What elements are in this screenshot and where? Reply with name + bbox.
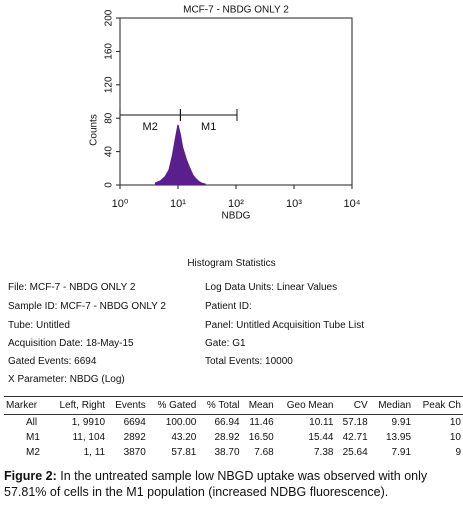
- y-tick-label: 160: [104, 43, 115, 60]
- stats-left: Tube: Untitled: [8, 320, 70, 331]
- table-cell: 28.92: [214, 432, 240, 443]
- stats-right: Log Data Units: Linear Values: [205, 282, 338, 293]
- table-cell: 42.71: [342, 432, 368, 443]
- table-cell: 57.81: [171, 447, 197, 458]
- table-cell: 57.18: [342, 417, 368, 428]
- table-cell: 9.91: [391, 417, 412, 428]
- table-cell: 15.44: [308, 432, 334, 443]
- x-axis-label: NBDG: [222, 211, 251, 222]
- table-cell: All: [26, 417, 38, 428]
- table-header-cell: CV: [335, 396, 370, 415]
- marker-bracket: [119, 109, 181, 121]
- table-cell: 7.91: [391, 447, 412, 458]
- caption-text: In the untreated sample low NBGD uptake …: [4, 469, 428, 499]
- table-cell: 1, 11: [83, 447, 106, 458]
- histogram-line: [154, 124, 206, 185]
- histogram-fill: [154, 124, 206, 185]
- table-header-cell: Peak Ch: [413, 396, 463, 415]
- table-cell: M2: [26, 447, 40, 458]
- table-cell: 9: [455, 447, 461, 458]
- y-tick-label: 80: [104, 112, 115, 124]
- x-tick-label: 10⁰: [112, 198, 129, 210]
- y-tick-label: 0: [104, 182, 115, 188]
- y-tick-label: 120: [104, 76, 115, 93]
- table-cell: 16.50: [248, 432, 274, 443]
- table-cell: 10: [449, 432, 461, 443]
- x-tick-label: 10²: [228, 198, 244, 210]
- table-cell: 38.70: [214, 447, 240, 458]
- stats-title: Histogram Statistics: [187, 258, 276, 269]
- stats-right: Gate: G1: [205, 338, 246, 349]
- table-cell: 7.68: [254, 447, 274, 458]
- table-header-cell: Marker: [4, 396, 49, 415]
- table-header-cell: Geo Mean: [275, 396, 336, 415]
- y-tick-label: 200: [104, 9, 115, 26]
- caption: Figure 2: In the untreated sample low NB…: [4, 468, 460, 500]
- table-header-cell: Mean: [241, 396, 276, 415]
- table-cell: 43.20: [171, 432, 197, 443]
- table-cell: 10: [449, 417, 461, 428]
- x-tick-label: 10¹: [170, 198, 186, 210]
- x-tick-label: 10⁴: [344, 198, 361, 210]
- table-cell: 3870: [123, 447, 146, 458]
- table-header-cell: % Total: [198, 396, 242, 415]
- x-tick-label: 10³: [286, 198, 302, 210]
- table-cell: 6694: [123, 417, 146, 428]
- plot-frame: [119, 17, 353, 186]
- table-cell: 2892: [123, 432, 146, 443]
- table-cell: 13.95: [385, 432, 412, 443]
- stats-left: File: MCF-7 - NBDG ONLY 2: [8, 282, 136, 293]
- table-header-cell: Median: [369, 396, 414, 415]
- table-cell: 10.11: [309, 417, 334, 428]
- table-cell: 25.64: [342, 447, 368, 458]
- chart: MCF-7 - NBDG ONLY 2 NBDG Counts 0 40 80 120…: [89, 5, 361, 222]
- table-cell: M1: [26, 432, 40, 443]
- stats-right: Patient ID:: [205, 301, 252, 312]
- stats-left: Gated Events: 6694: [8, 356, 97, 367]
- table-cell: 66.94: [214, 417, 240, 428]
- table-row: All 1, 9910 6694 100.00 66.94 11.46 10.11 57.18…: [4, 415, 463, 431]
- y-axis-label: Counts: [89, 114, 100, 146]
- table-row: M1 11, 104 2892 43.20 28.92 16.50 15.44 42.71 13…: [4, 430, 463, 445]
- table-cell: 11.46: [249, 417, 274, 428]
- chart-title: MCF-7 - NBDG ONLY 2: [183, 5, 289, 16]
- table-header-cell: % Gated: [147, 396, 199, 415]
- table-cell: 1, 9910: [71, 417, 106, 428]
- stats-table: Marker Left, Right Events% Gated% Total Mea…: [4, 396, 463, 460]
- table-cell: 100.00: [165, 417, 197, 428]
- marker-label: M1: [201, 121, 216, 133]
- table-header: Marker Left, Right Events% Gated% Total Mea…: [4, 396, 463, 415]
- stats-right: Panel: Untitled Acquisition Tube List: [205, 320, 364, 331]
- table-body: All 1, 9910 6694 100.00 66.94 11.46 10.11 57.18…: [4, 415, 463, 461]
- marker-label: M2: [143, 121, 158, 133]
- table-header-cell: Events: [107, 396, 148, 415]
- marker-bracket: [179, 109, 238, 121]
- stats-left: Acquisition Date: 18-May-15: [8, 338, 134, 349]
- table-cell: 7.38: [313, 447, 334, 458]
- stats-left: X Parameter: NBDG (Log): [8, 374, 125, 385]
- stats-right: Total Events: 10000: [205, 356, 293, 367]
- table-header-cell: Left, Right: [48, 396, 108, 415]
- caption-label: Figure 2:: [4, 469, 57, 483]
- stats-left: Sample ID: MCF-7 - NBDG ONLY 2: [8, 301, 166, 312]
- table-row: M2 1, 11 3870 57.81 38.70 7.68 7.38 25.64 7.91 9: [4, 445, 463, 460]
- y-tick-label: 40: [104, 146, 115, 158]
- table-cell: 11, 104: [72, 432, 106, 443]
